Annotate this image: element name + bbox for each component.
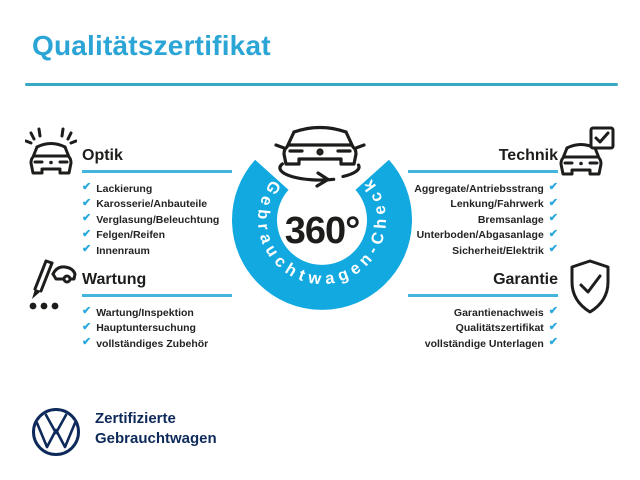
section-wartung: Wartung ✔ Wartung/Inspektion ✔ Hauptunters…	[82, 270, 232, 352]
checklist-item: ✔ vollständige Unterlagen	[408, 336, 558, 352]
pencil-checklist-car-icon	[29, 259, 77, 310]
checklist-item-label: Karosserie/Anbauteile	[96, 198, 208, 211]
checklist-item: ✔ Aggregate/Antriebsstrang	[408, 181, 558, 197]
check-icon: ✔	[82, 243, 92, 256]
checklist-item: ✔ vollständiges Zubehör	[82, 336, 232, 352]
brand-claim-line2: Gebrauchtwagen	[95, 430, 217, 447]
checklist-item-label: Aggregate/Antriebsstrang	[414, 182, 544, 195]
checklist: ✔ Lackierung ✔ Karosserie/Anbauteile ✔ Verg…	[82, 181, 232, 259]
check-icon: ✔	[82, 212, 92, 225]
checklist-item-label: Bremsanlage	[477, 213, 544, 226]
section-heading: Wartung	[82, 270, 232, 297]
section-heading: Technik	[408, 146, 558, 173]
check-icon: ✔	[82, 181, 92, 194]
checklist-item-label: Sicherheit/Elektrik	[452, 244, 544, 257]
car-checkbox-icon	[559, 126, 615, 176]
checklist-item: ✔ Lackierung	[82, 181, 232, 197]
checklist-item-label: Unterboden/Abgasanlage	[416, 229, 544, 242]
checklist-item-label: Garantienachweis	[453, 306, 544, 319]
section-garantie: Garantie ✔ Garantienachweis ✔ Qualitätszer…	[408, 270, 558, 352]
checklist-item: ✔ Garantienachweis	[408, 305, 558, 321]
section-optik: Optik ✔ Lackierung ✔ Karosserie/Anbauteile…	[82, 146, 232, 259]
check-icon: ✔	[548, 212, 558, 225]
checklist-item: ✔ Karosserie/Anbauteile	[82, 197, 232, 213]
brand-claim: Zertifizierte Gebrauchtwagen	[95, 409, 217, 449]
360-check-badge: 360° Gebrauchtwagen-Check	[232, 125, 412, 310]
shield-check-icon	[570, 259, 610, 314]
check-icon: ✔	[82, 305, 92, 318]
checklist-item-label: Verglasung/Beleuchtung	[96, 213, 220, 226]
check-icon: ✔	[82, 336, 92, 349]
page-title: Qualitätszertifikat	[32, 30, 271, 61]
checklist-item: ✔ Bremsanlage	[408, 212, 558, 228]
brand-claim-line1: Zertifizierte	[95, 410, 176, 427]
checklist-item: ✔ Qualitätszertifikat	[408, 321, 558, 337]
checklist-item: ✔ Wartung/Inspektion	[82, 305, 232, 321]
check-icon: ✔	[548, 320, 558, 333]
check-icon: ✔	[82, 320, 92, 333]
checklist-item-label: Lackierung	[96, 182, 153, 195]
checklist: ✔ Wartung/Inspektion ✔ Hauptuntersuchung ✔…	[82, 305, 232, 352]
checklist-item-label: vollständiges Zubehör	[96, 337, 209, 350]
vw-logo	[32, 408, 80, 456]
checklist-item: ✔ Lenkung/Fahrwerk	[408, 197, 558, 213]
checklist-item: ✔ Felgen/Reifen	[82, 228, 232, 244]
checklist-item-label: Hauptuntersuchung	[96, 322, 196, 335]
check-icon: ✔	[82, 196, 92, 209]
checklist-item-label: vollständige Unterlagen	[424, 337, 544, 350]
check-icon: ✔	[82, 227, 92, 240]
checklist-item-label: Wartung/Inspektion	[96, 306, 194, 319]
check-icon: ✔	[548, 336, 558, 349]
checklist-item: ✔ Unterboden/Abgasanlage	[408, 228, 558, 244]
degree-label: 360°	[285, 210, 360, 252]
car-front-shine-icon	[25, 127, 77, 175]
section-heading: Garantie	[408, 270, 558, 297]
check-icon: ✔	[548, 196, 558, 209]
checklist-item: ✔ Sicherheit/Elektrik	[408, 243, 558, 259]
checklist-item: ✔ Innenraum	[82, 243, 232, 259]
checklist-item-label: Innenraum	[96, 244, 150, 257]
check-icon: ✔	[548, 243, 558, 256]
check-icon: ✔	[548, 305, 558, 318]
checklist-item-label: Felgen/Reifen	[96, 229, 166, 242]
checklist-item-label: Lenkung/Fahrwerk	[450, 198, 544, 211]
checklist-item-label: Qualitätszertifikat	[455, 322, 544, 335]
checklist-item: ✔ Verglasung/Beleuchtung	[82, 212, 232, 228]
section-heading: Optik	[82, 146, 232, 173]
check-icon: ✔	[548, 181, 558, 194]
checklist: ✔ Aggregate/Antriebsstrang ✔ Lenkung/Fahrw…	[408, 181, 558, 259]
checklist: ✔ Garantienachweis ✔ Qualitätszertifikat ✔…	[408, 305, 558, 352]
checklist-item: ✔ Hauptuntersuchung	[82, 321, 232, 337]
title-divider	[25, 83, 618, 86]
check-icon: ✔	[548, 227, 558, 240]
section-technik: Technik ✔ Aggregate/Antriebsstrang ✔ Lenku…	[408, 146, 558, 259]
car-360-rotation-icon	[274, 125, 366, 188]
badge-ring	[232, 159, 412, 310]
